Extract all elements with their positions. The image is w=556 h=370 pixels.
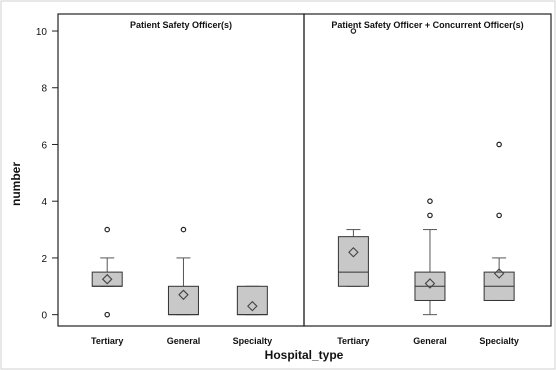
y-tick-label: 4 [41, 197, 47, 208]
y-axis-title: number [9, 162, 23, 206]
outlier-point [180, 226, 187, 233]
x-axis-title: Hospital_type [265, 348, 344, 362]
x-tick-label: General [167, 336, 201, 346]
y-tick-label: 8 [41, 84, 47, 95]
y-tick-label: 0 [41, 311, 47, 322]
box-specialty [236, 285, 268, 316]
y-tick-label: 10 [36, 27, 48, 38]
box-general [414, 198, 446, 316]
outlier-point [350, 28, 357, 34]
x-tick-label: Tertiary [91, 336, 123, 346]
mean-marker [101, 273, 113, 285]
outlier-point [104, 311, 111, 318]
x-tick-label: General [413, 336, 447, 346]
box-tertiary [91, 226, 123, 318]
outlier-point [496, 212, 502, 219]
x-tick-label: Specialty [233, 336, 273, 346]
box-general [167, 226, 199, 316]
panel-title: Patient Safety Officer + Concurrent Offi… [331, 20, 523, 30]
outlier-point [104, 226, 111, 233]
outlier-point [427, 198, 433, 205]
mean-marker [178, 289, 189, 301]
panel-title: Patient Safety Officer(s) [130, 20, 232, 30]
panel-frame [303, 13, 552, 327]
y-tick-label: 2 [41, 254, 47, 265]
box-tertiary [337, 28, 369, 287]
mean-marker [493, 268, 505, 279]
mean-marker [247, 300, 258, 312]
box-body [337, 236, 369, 287]
box-specialty [483, 141, 515, 301]
x-tick-label: Tertiary [337, 336, 369, 346]
x-tick-label: Specialty [479, 336, 519, 346]
y-tick-label: 6 [41, 140, 47, 151]
mean-marker [348, 246, 359, 258]
outlier-point [496, 141, 502, 148]
mean-marker [424, 278, 436, 289]
outlier-point [427, 212, 433, 219]
